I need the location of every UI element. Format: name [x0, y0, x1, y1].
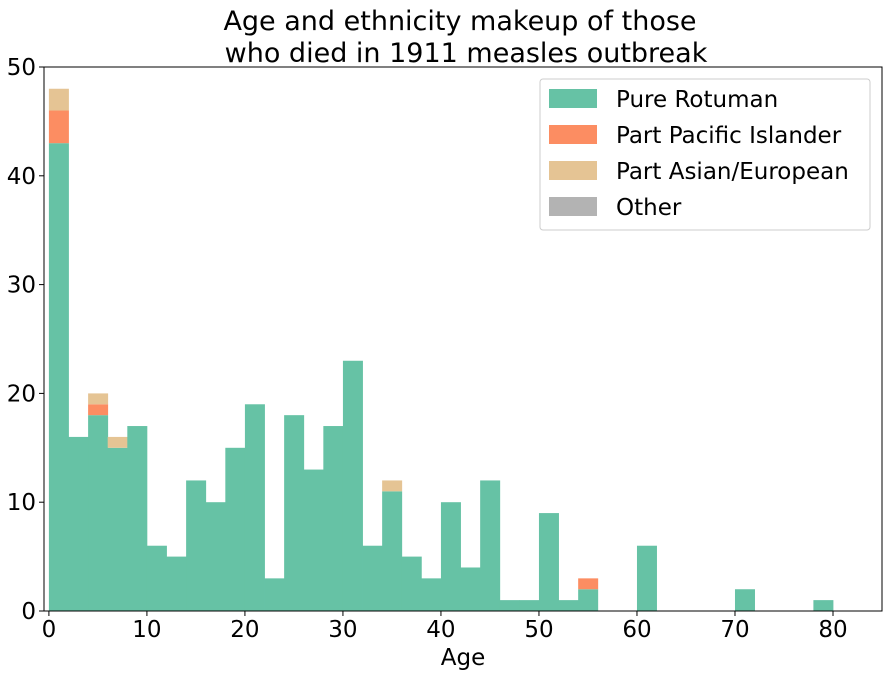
bar-series-0-bin-30: [636, 545, 657, 611]
bar-series-0-bin-12: [284, 415, 305, 611]
bar-series-0-bin-21: [460, 567, 481, 611]
x-axis-label: Age: [441, 645, 485, 671]
y-axis-ticks: 0 10 20 30 40 50: [7, 55, 44, 625]
bar-series-0-bin-19: [421, 578, 442, 611]
bar-series-0-bin-25: [538, 513, 559, 611]
legend-label: Part Pacific Islander: [616, 123, 842, 149]
x-tick-label: 40: [426, 617, 455, 643]
bar-series-0-bin-15: [342, 360, 363, 611]
legend-label: Other: [616, 195, 682, 221]
legend: Pure Rotuman Part Pacific Islander Part As…: [539, 78, 871, 231]
bar-series-1-bin-27: [578, 578, 599, 590]
bar-series-2-bin-0: [48, 88, 69, 111]
bar-series-1-bin-2: [88, 404, 109, 416]
bar-series-0-bin-18: [401, 556, 422, 611]
x-tick-label: 60: [622, 617, 651, 643]
bar-series-0-bin-23: [499, 600, 520, 611]
y-tick-label: 30: [7, 273, 36, 299]
bar-series-0-bin-13: [303, 469, 324, 611]
x-tick-label: 50: [524, 617, 553, 643]
legend-label: Part Asian/European: [616, 159, 849, 185]
bar-series-0-bin-7: [186, 480, 207, 611]
x-tick-label: 30: [328, 617, 357, 643]
bar-series-0-bin-16: [362, 545, 383, 611]
bar-series-0-bin-20: [440, 502, 461, 611]
bar-series-1-bin-0: [48, 110, 69, 144]
bar-series-2-bin-2: [88, 393, 109, 405]
y-tick-label: 50: [7, 55, 36, 81]
bar-series-0-bin-22: [480, 480, 501, 611]
bar-series-0-bin-14: [323, 426, 344, 611]
bar-series-0-bin-35: [734, 589, 755, 611]
legend-swatch: [549, 197, 597, 216]
legend-label: Pure Rotuman: [616, 87, 778, 113]
x-tick-label: 20: [230, 617, 259, 643]
x-tick-label: 0: [42, 617, 57, 643]
x-tick-label: 80: [818, 617, 847, 643]
plot-frame: [43, 66, 883, 612]
y-tick-label: 10: [7, 490, 36, 516]
bar-series-0-bin-26: [558, 600, 579, 611]
x-tick-label: 10: [132, 617, 161, 643]
legend-swatch: [549, 89, 597, 108]
bar-series-0-bin-0: [48, 143, 69, 611]
bar-series-0-bin-8: [205, 502, 226, 611]
legend-swatch: [549, 125, 597, 144]
bar-series-2-bin-3: [107, 436, 128, 448]
x-axis-ticks: 0 10 20 30 40 50 60 70 80: [42, 611, 848, 643]
bar-series-0-bin-17: [382, 491, 403, 611]
chart-title-line-2: who died in 1911 measles outbreak: [225, 38, 708, 69]
x-tick-label: 70: [720, 617, 749, 643]
bar-series-0-bin-1: [68, 436, 89, 611]
bar-series-0-bin-3: [107, 447, 128, 611]
bar-series-0-bin-9: [225, 447, 246, 611]
bar-series-0-bin-24: [519, 600, 540, 611]
y-tick-label: 0: [21, 599, 36, 625]
bar-series-0-bin-2: [88, 415, 109, 611]
bar-series-0-bin-4: [127, 426, 148, 611]
bar-series-0-bin-27: [578, 589, 599, 611]
bar-series-0-bin-11: [264, 578, 285, 611]
bar-series-2-bin-17: [382, 480, 403, 492]
chart-title-line-1: Age and ethnicity makeup of those: [223, 6, 696, 37]
legend-swatch: [549, 161, 597, 180]
y-tick-label: 20: [7, 381, 36, 407]
bar-series-0-bin-10: [244, 404, 265, 611]
bar-series-0-bin-39: [813, 600, 834, 611]
bar-series-0-bin-5: [146, 545, 167, 611]
y-tick-label: 40: [7, 164, 36, 190]
bar-series-0-bin-6: [166, 556, 187, 611]
bars-group: [48, 88, 834, 611]
legend-frame: [539, 78, 871, 231]
